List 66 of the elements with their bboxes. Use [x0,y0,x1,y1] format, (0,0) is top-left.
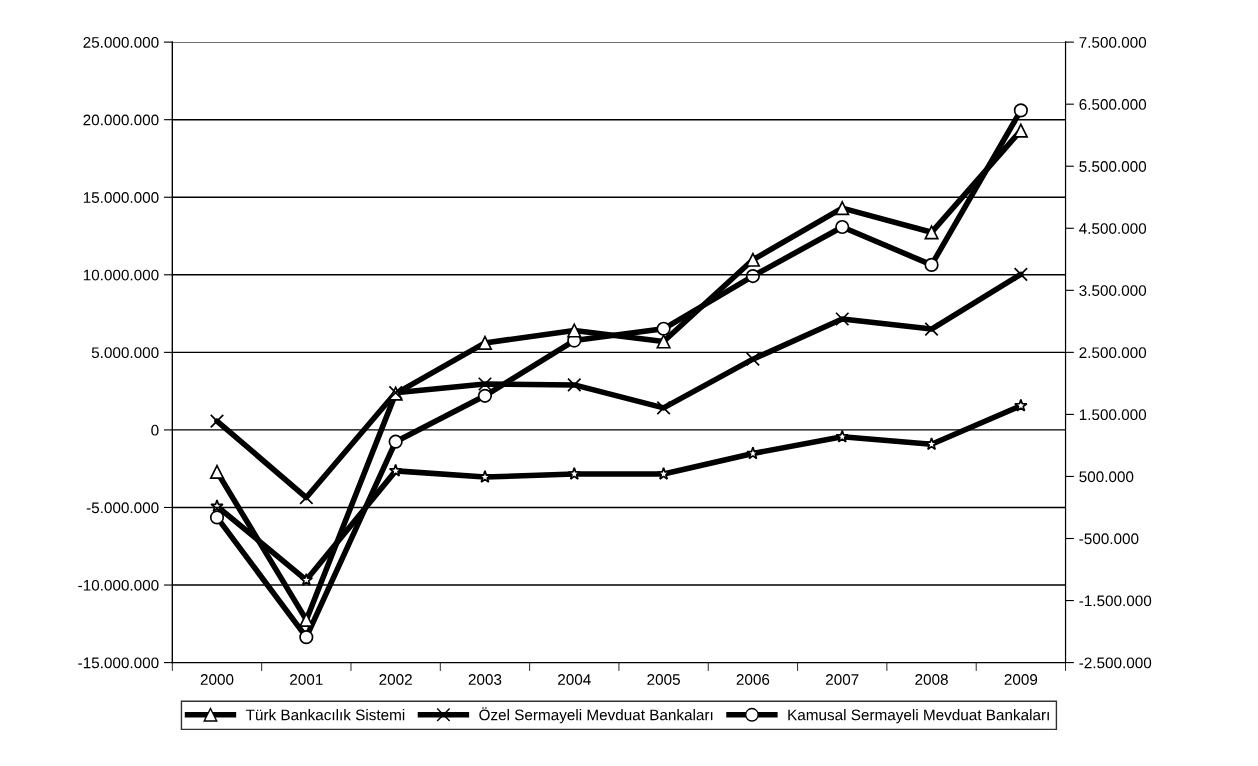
y2-tick-label: -500.000 [1079,533,1139,545]
x-tick-label: 2000 [200,674,234,685]
y-tick-label: 5.000.000 [91,347,159,359]
point [745,352,760,367]
x-tick-label: 2009 [1004,674,1038,685]
y-tick-label: 20.000.000 [83,114,159,126]
y2-tick-label: 5.500.000 [1079,161,1147,172]
y-tick-label: 10.000.000 [83,269,159,281]
x-tick-label: 2005 [647,674,680,685]
point [209,413,225,429]
point [835,201,850,216]
point [209,464,225,479]
y2-tick-label: 4.500.000 [1079,223,1147,234]
point [656,400,671,415]
y-tick-label: 0 [151,424,159,436]
point [567,323,582,338]
point [299,572,314,586]
y2-tick-label: 2.500.000 [1079,347,1147,359]
legend-label: Türk Bankacılık Sistemi [245,709,405,721]
point [656,334,671,349]
point [745,268,760,284]
point [656,321,671,336]
point [299,630,314,645]
y2-tick-label: 7.500.000 [1079,37,1147,48]
y2-tick-label: 1.500.000 [1079,409,1147,421]
x-tick-label: 2008 [915,674,948,685]
y-tick-label: -10.000.000 [78,579,159,591]
point [1014,398,1028,412]
point [209,510,225,525]
x-tick-label: 2007 [826,674,859,685]
y2-tick-label: -2.500.000 [1079,657,1152,669]
y-tick-label: -15.000.000 [78,657,159,669]
y2-tick-label: 6.500.000 [1079,99,1147,110]
point [835,311,850,327]
y2-tick-label: -1.500.000 [1079,595,1152,607]
point [835,219,850,235]
x-tick-label: 2001 [290,674,323,685]
y2-tick-label: 3.500.000 [1079,285,1147,296]
point [567,377,582,393]
legend-label: Özel Sermayeli Mevduat Bankaları [479,707,713,724]
point [924,225,939,240]
point [1013,123,1028,138]
x-tick-label: 2006 [736,674,770,685]
point [388,434,403,449]
y-tick-label: 25.000.000 [83,37,159,48]
y-tick-label: 15.000.000 [83,192,159,203]
point [478,469,492,483]
y-tick-label: -5.000.000 [86,502,159,514]
point [746,446,760,460]
point [1013,267,1028,282]
legend-label: Kamusal Sermayeli Mevduat Bankaları [788,709,1049,724]
point [477,388,493,403]
point [567,466,582,480]
x-tick-label: 2003 [468,674,502,685]
point [924,322,939,337]
point [835,429,850,443]
point [1013,103,1028,118]
point [299,612,314,628]
y2-tick-label: 500.000 [1079,471,1134,483]
x-tick-label: 2002 [379,674,412,685]
point [477,376,493,392]
point [477,335,493,350]
x-tick-label: 2004 [558,674,591,685]
point [388,463,403,477]
point [210,499,224,513]
point [924,257,939,272]
